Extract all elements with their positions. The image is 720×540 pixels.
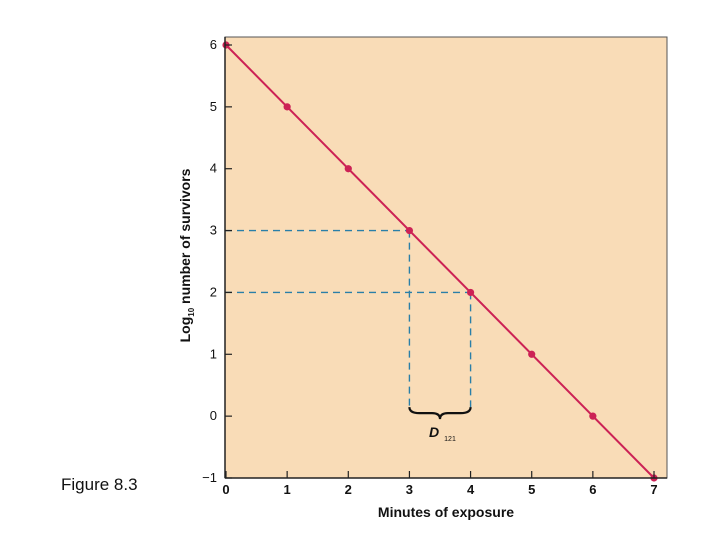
- x-tick-label: 0: [222, 482, 229, 497]
- d-value-subscript: 121: [444, 436, 456, 443]
- y-tick-label: −1: [202, 470, 217, 485]
- y-axis-label: Log10 number of survivors: [177, 168, 196, 342]
- y-tick-label: 5: [210, 99, 217, 114]
- y-tick-label: 1: [210, 346, 217, 361]
- y-axis-label-part: 10: [187, 307, 196, 316]
- x-tick-label: 7: [650, 482, 657, 497]
- guide-lines: [225, 229, 472, 408]
- data-point: [528, 350, 536, 358]
- y-tick-label: 6: [210, 37, 217, 52]
- data-point: [283, 103, 291, 111]
- x-tick-label: 1: [284, 482, 291, 497]
- data-point: [589, 412, 597, 420]
- x-tick-label: 4: [467, 482, 475, 497]
- x-tick-label: 5: [528, 482, 535, 497]
- figure-caption: Figure 8.3: [61, 475, 138, 494]
- x-ticks: 0 1 2 3 4 5 6 7: [222, 471, 658, 497]
- plot-background: [224, 36, 668, 479]
- d-value-label: D: [429, 424, 439, 440]
- x-tick-label: 2: [345, 482, 352, 497]
- x-tick-label: 6: [589, 482, 596, 497]
- data-point: [344, 165, 352, 173]
- y-axis-label-part: Log: [177, 317, 193, 343]
- y-tick-label: 2: [210, 284, 217, 299]
- y-tick-label: 3: [210, 223, 217, 238]
- series-line: [225, 44, 655, 479]
- data-point: [466, 288, 475, 297]
- y-tick-label: 0: [210, 408, 217, 423]
- x-tick-label: 3: [406, 482, 413, 497]
- data-point: [405, 226, 414, 235]
- y-tick-label: 4: [210, 161, 217, 176]
- y-axis-label-part: number of survivors: [177, 168, 193, 307]
- y-ticks: −1 0 1 2 3 4 5 6: [202, 37, 232, 485]
- x-axis-label: Minutes of exposure: [378, 504, 514, 520]
